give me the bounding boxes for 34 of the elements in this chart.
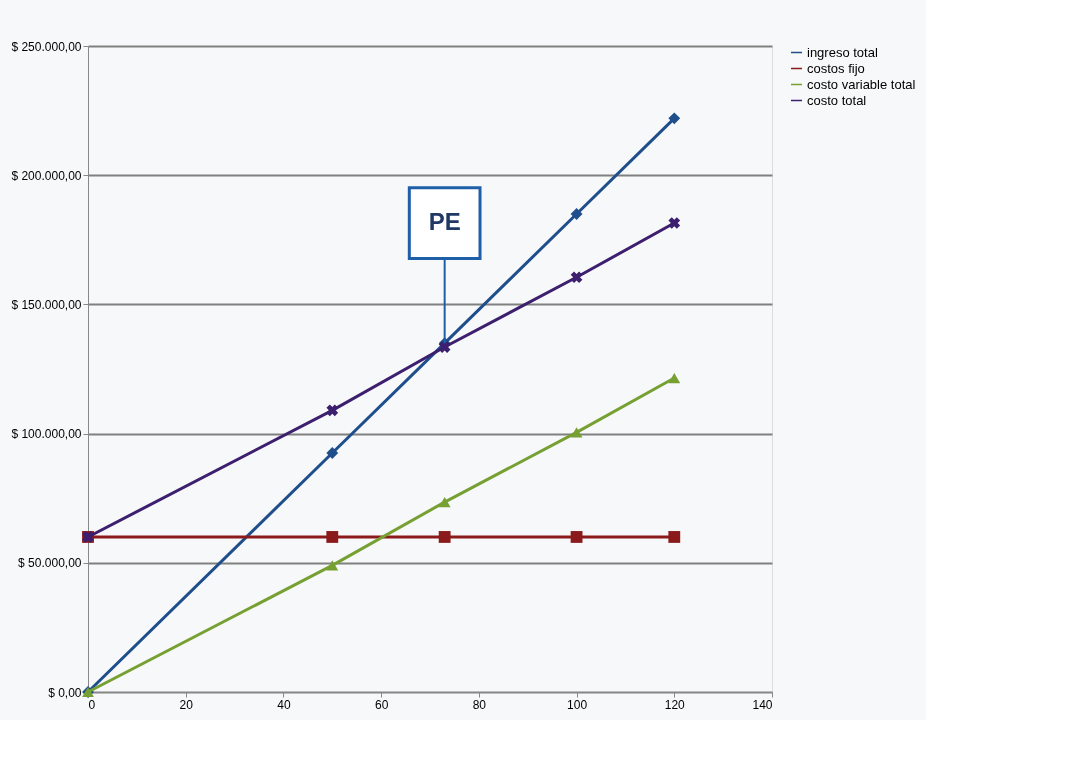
x-tick-label: 100 bbox=[567, 697, 588, 712]
point bbox=[570, 208, 583, 220]
y-tick-label: $ 250.000,00 bbox=[11, 39, 82, 54]
point bbox=[668, 112, 681, 125]
point bbox=[438, 341, 451, 353]
y-tick-label: $ 50.000,00 bbox=[18, 556, 82, 571]
legend-label: ingreso total bbox=[807, 44, 878, 60]
x-tick-label: 20 bbox=[179, 697, 194, 712]
point bbox=[570, 427, 583, 438]
y-tick-label: $ 0,00 bbox=[48, 685, 82, 700]
x-tick-label: 60 bbox=[374, 697, 389, 712]
x-tick-label: 120 bbox=[664, 697, 686, 712]
x-tick-label: 0 bbox=[88, 697, 96, 712]
x-tick-label: 140 bbox=[752, 697, 773, 712]
legend-label: costo total bbox=[807, 92, 867, 108]
annotation: PE bbox=[428, 208, 461, 236]
y-tick-label: $ 200.000,00 bbox=[11, 168, 82, 183]
point bbox=[438, 531, 451, 543]
point bbox=[438, 496, 451, 508]
y-tick-label: $ 100.000,00 bbox=[11, 427, 82, 442]
point bbox=[668, 217, 681, 229]
x-tick-label: 80 bbox=[472, 697, 487, 712]
point bbox=[668, 531, 681, 543]
point bbox=[326, 531, 339, 543]
point bbox=[668, 372, 681, 384]
point bbox=[326, 404, 339, 417]
point bbox=[326, 447, 339, 459]
point bbox=[326, 560, 339, 571]
x-tick-label: 40 bbox=[277, 697, 291, 712]
y-tick-label: $ 150.000,00 bbox=[11, 297, 82, 312]
point bbox=[570, 531, 583, 543]
legend-label: costos fijo bbox=[807, 60, 865, 76]
point bbox=[570, 271, 583, 284]
legend-label: costo variable total bbox=[807, 76, 916, 92]
